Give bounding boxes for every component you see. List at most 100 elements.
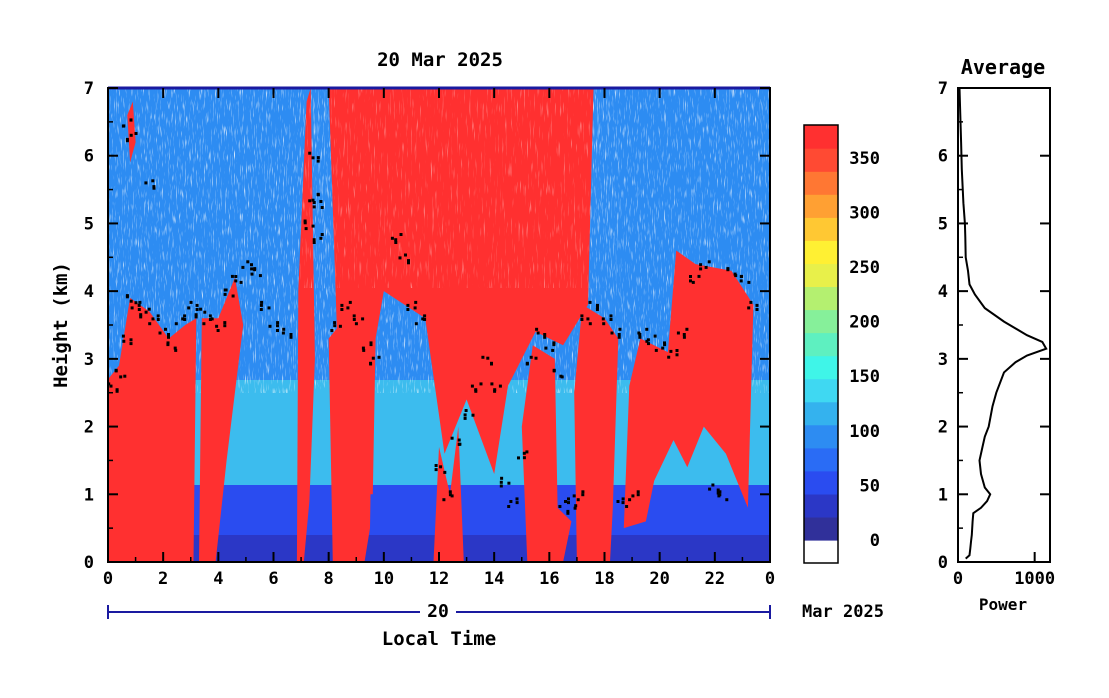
main-heatmap: [108, 88, 770, 562]
colorbar-tick-label: 100: [849, 422, 880, 442]
cloud-base-point: [586, 317, 590, 321]
cloud-base-point: [354, 322, 358, 326]
cloud-base-point: [610, 331, 614, 335]
x-tick-label: 12: [429, 569, 449, 589]
y-tick-label: 0: [84, 553, 94, 573]
high-signal-region: [127, 101, 136, 163]
cloud-base-point: [319, 200, 323, 203]
cloud-base-point: [733, 272, 737, 276]
cloud-base-point: [151, 179, 155, 183]
cloud-base-point: [250, 272, 254, 276]
cloud-base-point: [747, 306, 751, 310]
cloud-base-point: [517, 456, 520, 460]
cloud-base-point: [463, 413, 467, 417]
x-tick-label: 4: [213, 569, 223, 589]
cloud-base-point: [448, 493, 452, 497]
colorbar-tick-label: 300: [849, 203, 880, 223]
cloud-base-point: [230, 274, 234, 278]
high-signal-region: [521, 345, 572, 562]
cloud-base-point: [653, 334, 657, 338]
cloud-base-point: [543, 335, 547, 339]
x-tick-label: 18: [594, 569, 614, 589]
colorbar-tick-label: 350: [849, 149, 880, 169]
cloud-base-point: [338, 324, 342, 328]
cloud-base-point: [423, 318, 427, 321]
cloud-base-point: [529, 355, 533, 359]
cloud-base-point: [394, 241, 398, 244]
cloud-base-point: [125, 295, 129, 299]
cloud-base-point: [130, 306, 134, 310]
cloud-base-point: [638, 335, 642, 339]
cloud-base-point: [398, 256, 402, 260]
y-tick-label: 4: [84, 282, 94, 302]
cloud-base-point: [596, 306, 599, 310]
cloud-base-point: [500, 476, 504, 480]
cloud-base-point: [348, 300, 352, 304]
cloud-base-point: [330, 329, 334, 332]
y-axis-label: Height (km): [50, 262, 72, 388]
cloud-base-point: [596, 303, 599, 307]
cloud-base-point: [464, 409, 468, 412]
cloud-base-point: [147, 307, 151, 311]
y-tick-label: 1: [84, 485, 94, 505]
cloud-base-point: [621, 501, 625, 505]
cloud-base-point: [543, 333, 547, 336]
cloud-base-point: [259, 308, 263, 311]
cloud-base-point: [588, 300, 592, 304]
cloud-base-point: [628, 498, 632, 502]
cloud-base-point: [167, 333, 170, 336]
cloud-base-point: [682, 335, 686, 339]
y-tick-label: 5: [84, 214, 94, 234]
cloud-base-point: [450, 436, 454, 440]
cloud-base-point: [109, 384, 113, 388]
cloud-base-point: [241, 265, 245, 269]
cloud-base-point: [663, 343, 667, 347]
cloud-base-point: [601, 317, 605, 321]
cloud-base-point: [250, 263, 253, 267]
cloud-base-point: [352, 314, 356, 318]
cloud-base-point: [566, 511, 570, 515]
cloud-base-point: [276, 329, 279, 332]
colorbar-swatch: [804, 493, 838, 518]
cloud-base-point: [394, 238, 398, 242]
cloud-base-point: [152, 186, 156, 190]
cloud-base-point: [717, 494, 721, 498]
cloud-base-point: [258, 274, 262, 278]
cloud-base-point: [442, 498, 446, 502]
cloud-base-point: [114, 369, 118, 373]
cloud-base-point: [399, 233, 403, 236]
average-y-tick-label: 1: [938, 485, 948, 505]
cloud-base-point: [509, 500, 513, 503]
cloud-base-point: [663, 341, 666, 345]
y-tick-label: 3: [84, 350, 94, 370]
colorbar-tick-label: 50: [860, 476, 880, 496]
cloud-base-point: [390, 236, 394, 240]
colorbar: [804, 125, 838, 564]
cloud-base-point: [231, 294, 235, 298]
cloud-base-point: [566, 509, 570, 513]
cloud-base-point: [156, 318, 160, 321]
cloud-base-point: [645, 327, 649, 331]
cloud-base-point: [362, 348, 366, 352]
cloud-base-point: [726, 267, 730, 271]
cloud-base-point: [414, 322, 418, 326]
cloud-base-point: [434, 468, 438, 472]
cloud-base-point: [208, 318, 212, 321]
cloud-base-point: [210, 317, 214, 321]
cloud-base-point: [234, 275, 238, 278]
cloud-base-point: [515, 497, 519, 501]
cloud-base-point: [499, 484, 503, 488]
cloud-base-point: [479, 382, 483, 386]
cloud-base-point: [333, 324, 337, 328]
cloud-base-point: [246, 260, 250, 264]
cloud-base-point: [507, 505, 511, 508]
cloud-base-point: [129, 338, 133, 342]
cloud-base-point: [316, 159, 320, 163]
cloud-base-point: [303, 219, 307, 223]
cloud-base-point: [448, 490, 452, 494]
cloud-base-point: [202, 322, 206, 326]
x-tick-label: 6: [268, 569, 278, 589]
heatmap-red-speckle: [300, 88, 620, 288]
average-y-tick-label: 6: [938, 147, 948, 167]
average-x-tick-label: 1000: [1014, 569, 1055, 589]
